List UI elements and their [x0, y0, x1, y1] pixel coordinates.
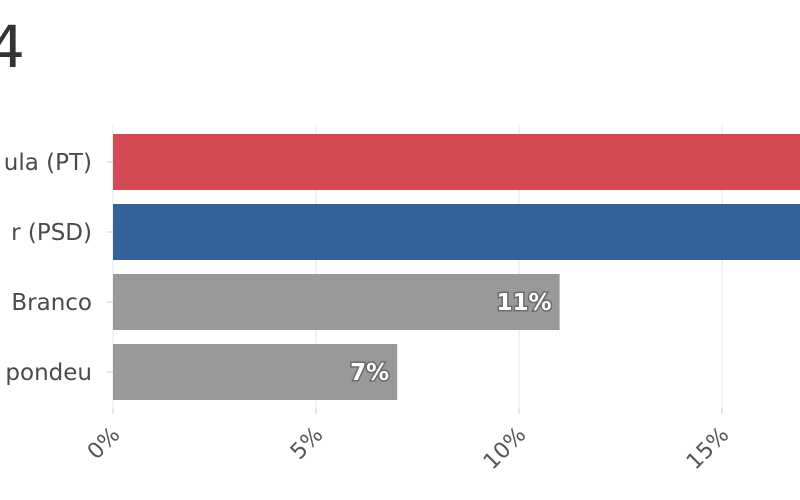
category-label: Branco: [11, 290, 92, 316]
category-label: pondeu: [5, 360, 92, 386]
chart-title: 4: [0, 13, 25, 81]
bar: [113, 134, 800, 190]
x-tick-label: 10%: [479, 423, 531, 475]
category-labels: ula (PT) r (PSD) Branco pondeu: [4, 150, 113, 386]
x-tick-label: 5%: [286, 423, 328, 465]
bar: [113, 274, 560, 330]
x-tick-label: 15%: [682, 423, 734, 475]
bar: [113, 204, 800, 260]
category-label: ula (PT): [4, 150, 92, 176]
bar: [113, 344, 398, 400]
data-label: 7%: [350, 360, 389, 386]
x-tick-label: 0%: [83, 423, 125, 465]
x-axis-ticks: 0%5%10%15%20%25%30%35%: [83, 408, 734, 475]
bars: 11% 7%: [113, 134, 800, 400]
category-label: r (PSD): [11, 220, 92, 246]
data-label: 11%: [497, 290, 552, 316]
